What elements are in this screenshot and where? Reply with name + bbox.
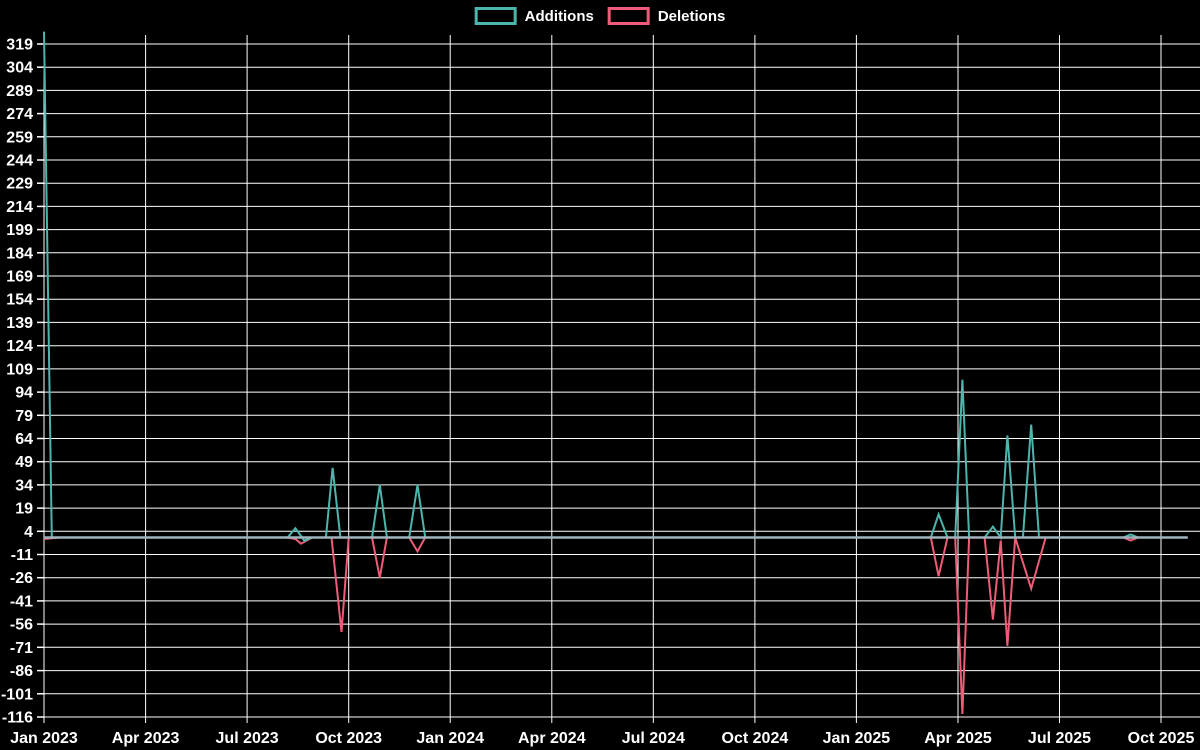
- y-tick-label: 184: [6, 245, 33, 262]
- y-tick-label: -116: [2, 710, 33, 727]
- series-line-deletions: [43, 536, 1188, 714]
- x-tick-label: Jul 2024: [622, 730, 685, 747]
- y-tick-label: -41: [10, 593, 33, 610]
- y-tick-label: 19: [15, 501, 33, 518]
- series-line-additions: [43, 31, 1188, 542]
- y-tick-label: -11: [11, 547, 33, 564]
- y-tick-label: 139: [6, 315, 33, 332]
- y-tick-label: 4: [24, 524, 33, 541]
- additions-legend-label: Additions: [524, 7, 594, 25]
- y-tick-label: 304: [6, 60, 33, 77]
- x-tick-label: Oct 2025: [1128, 730, 1195, 747]
- deletions-legend-label: Deletions: [657, 7, 726, 25]
- y-tick-label: 109: [6, 361, 33, 378]
- y-tick-label: 214: [6, 199, 33, 216]
- x-tick-label: Jan 2024: [416, 730, 484, 747]
- y-tick-label: 244: [6, 153, 33, 170]
- x-tick-label: Jul 2025: [1028, 730, 1091, 747]
- y-tick-label: 319: [6, 37, 33, 54]
- x-tick-label: Jul 2023: [216, 730, 279, 747]
- y-tick-label: -56: [10, 617, 33, 634]
- y-tick-label: 79: [15, 408, 33, 425]
- legend-item-additions[interactable]: Additions: [474, 7, 594, 25]
- y-tick-label: 94: [15, 385, 33, 402]
- x-tick-label: Jan 2023: [10, 730, 78, 747]
- y-tick-label: 229: [6, 176, 33, 193]
- y-tick-label: -86: [10, 663, 33, 680]
- chart-legend: Additions Deletions: [474, 7, 726, 25]
- y-tick-label: 259: [6, 129, 33, 146]
- y-tick-label: 34: [15, 477, 33, 494]
- y-tick-label: -26: [10, 570, 33, 587]
- x-tick-label: Oct 2024: [722, 730, 789, 747]
- y-tick-label: -101: [1, 686, 33, 703]
- y-tick-label: 154: [6, 292, 33, 309]
- x-tick-label: Apr 2023: [112, 730, 180, 747]
- y-tick-label: -71: [10, 640, 33, 657]
- x-tick-label: Jan 2025: [823, 730, 891, 747]
- x-tick-label: Apr 2024: [518, 730, 586, 747]
- x-tick-label: Oct 2023: [315, 730, 382, 747]
- y-tick-label: 64: [15, 431, 33, 448]
- x-tick-label: Apr 2025: [924, 730, 992, 747]
- y-tick-label: 49: [15, 454, 33, 471]
- y-tick-label: 199: [6, 222, 33, 239]
- legend-item-deletions[interactable]: Deletions: [607, 7, 726, 25]
- y-tick-label: 289: [6, 83, 33, 100]
- additions-legend-swatch: [474, 7, 517, 25]
- y-tick-label: 169: [6, 269, 33, 286]
- y-tick-label: 124: [6, 338, 33, 355]
- deletions-legend-swatch: [607, 7, 650, 25]
- y-tick-label: 274: [6, 106, 33, 123]
